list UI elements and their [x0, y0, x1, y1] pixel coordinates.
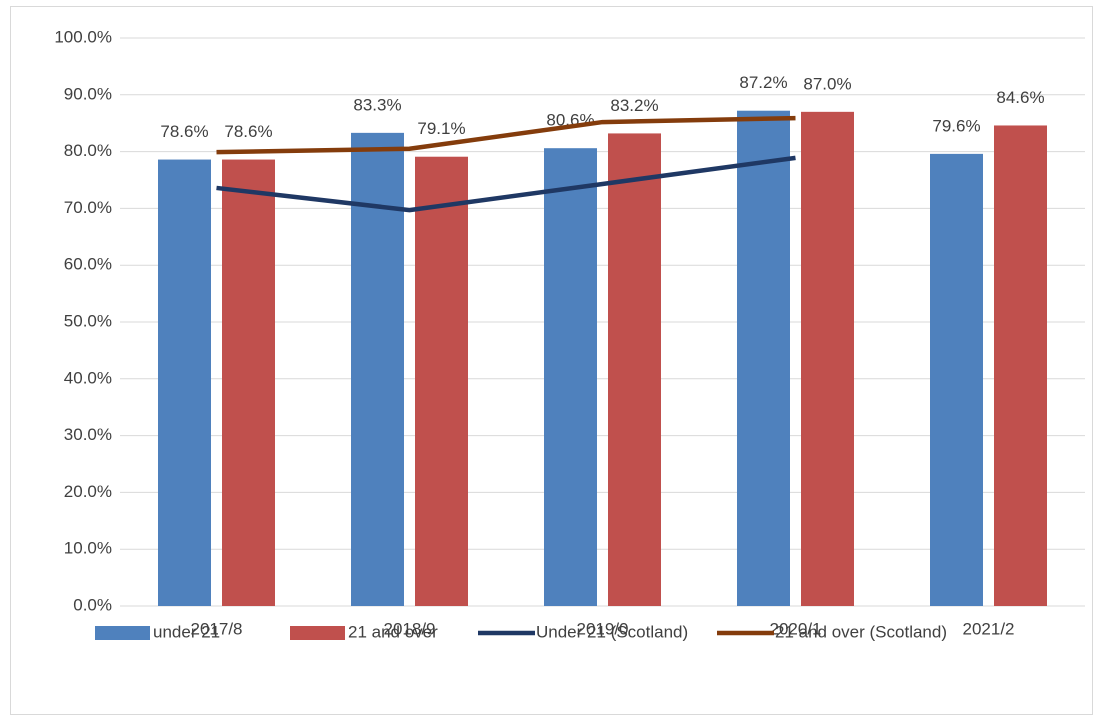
x-tick-label: 2017/8 — [191, 619, 243, 638]
x-tick-label: 2019/0 — [577, 619, 629, 638]
y-tick-label: 20.0% — [64, 482, 112, 501]
bar — [158, 159, 211, 606]
y-tick-label: 10.0% — [64, 539, 112, 558]
data-label: 78.6% — [160, 122, 208, 141]
y-tick-label: 50.0% — [64, 311, 112, 330]
legend-label: 21 and over — [348, 622, 438, 641]
data-label: 79.6% — [932, 116, 980, 135]
bar — [415, 156, 468, 606]
data-label: 83.3% — [353, 95, 401, 114]
legend-swatch — [95, 626, 150, 640]
y-tick-label: 100.0% — [54, 27, 112, 46]
bar — [222, 159, 275, 606]
y-tick-label: 80.0% — [64, 141, 112, 160]
x-tick-label: 2021/2 — [963, 619, 1015, 638]
data-label: 78.6% — [224, 122, 272, 141]
line — [216, 115, 796, 155]
legend-label: under 21 — [153, 622, 220, 641]
y-tick-label: 40.0% — [64, 368, 112, 387]
bar — [737, 110, 790, 606]
x-tick-label: 2020/1 — [770, 619, 822, 638]
legend-label: Under 21 (Scotland) — [536, 622, 688, 641]
bar — [930, 153, 983, 606]
y-tick-label: 90.0% — [64, 84, 112, 103]
x-tick-label: 2018/9 — [384, 619, 436, 638]
data-label: 79.1% — [417, 119, 465, 138]
line — [216, 155, 796, 213]
data-label: 83.2% — [610, 96, 658, 115]
bar — [801, 111, 854, 606]
bar — [351, 132, 404, 606]
y-tick-label: 60.0% — [64, 255, 112, 274]
y-tick-label: 30.0% — [64, 425, 112, 444]
bar — [994, 125, 1047, 607]
bar — [544, 148, 597, 606]
data-label: 84.6% — [996, 88, 1044, 107]
data-label: 87.0% — [803, 74, 851, 93]
legend-label: 21 and over (Scotland) — [775, 622, 947, 641]
legend-swatch — [290, 626, 345, 640]
y-tick-label: 0.0% — [73, 595, 112, 614]
y-tick-label: 70.0% — [64, 198, 112, 217]
data-label: 87.2% — [739, 73, 787, 92]
bar — [608, 133, 661, 606]
